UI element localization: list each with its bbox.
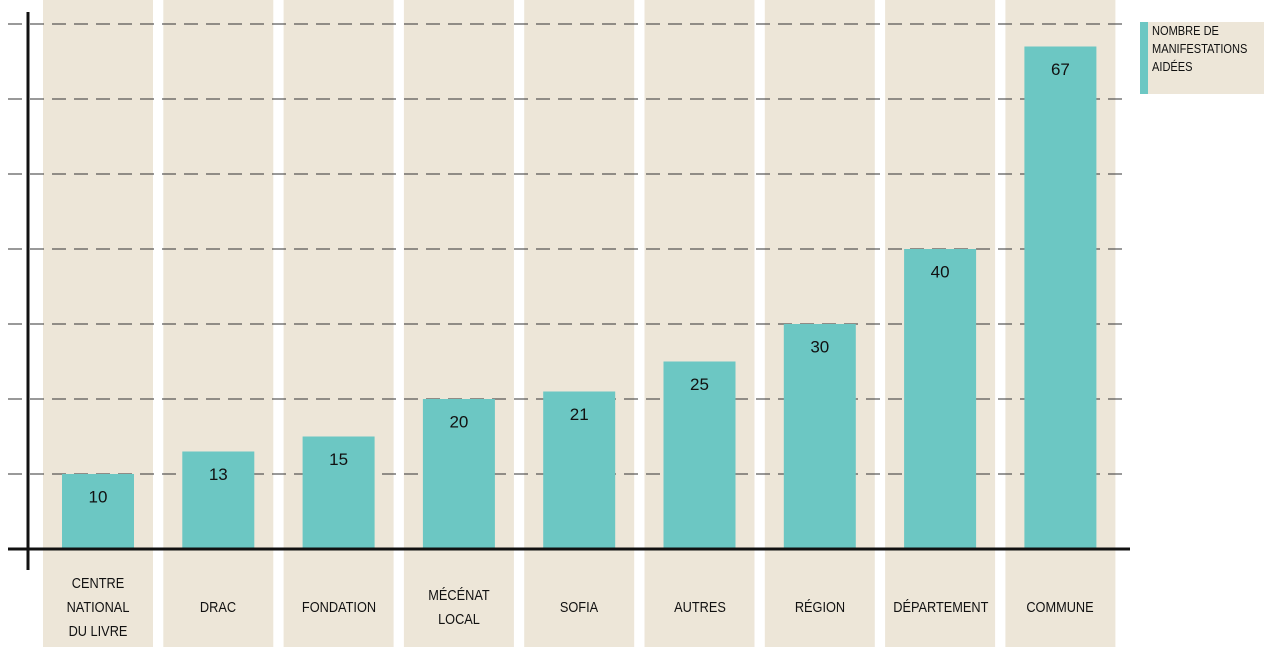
x-tick-label: SOFIA	[560, 599, 599, 616]
x-tick-label: DRAC	[200, 599, 237, 616]
value-label: 13	[209, 465, 228, 484]
legend: NOMBRE DE MANIFESTATIONS AIDÉES	[1140, 22, 1264, 94]
value-label: 20	[449, 412, 468, 431]
bar	[182, 451, 255, 549]
value-label: 67	[1051, 60, 1070, 79]
x-tick-label: RÉGION	[794, 599, 845, 616]
x-tick-label: FONDATION	[301, 599, 376, 616]
value-label: 40	[931, 262, 950, 281]
x-tick-label: COMMUNE	[1026, 599, 1095, 616]
bar	[904, 249, 977, 549]
value-label: 25	[690, 375, 709, 394]
value-label: 30	[810, 337, 829, 356]
bar	[62, 474, 134, 549]
legend-swatch	[1140, 22, 1148, 94]
bar	[1024, 46, 1097, 549]
value-label: 15	[329, 450, 348, 469]
bar	[783, 324, 856, 549]
bar	[543, 391, 616, 549]
value-label: 10	[89, 487, 108, 506]
x-tick-label: DÉPARTEMENT	[893, 599, 989, 616]
x-tick-label: MÉCÉNAT LOCAL	[428, 587, 490, 628]
bar	[422, 399, 495, 549]
x-tick-label: CENTRE NATIONAL DU LIVRE	[66, 575, 130, 640]
bar	[302, 436, 375, 549]
x-tick-label: AUTRES	[673, 599, 726, 616]
value-label: 21	[570, 405, 589, 424]
legend-label: NOMBRE DE MANIFESTATIONS AIDÉES	[1152, 23, 1248, 74]
bar	[663, 361, 736, 549]
